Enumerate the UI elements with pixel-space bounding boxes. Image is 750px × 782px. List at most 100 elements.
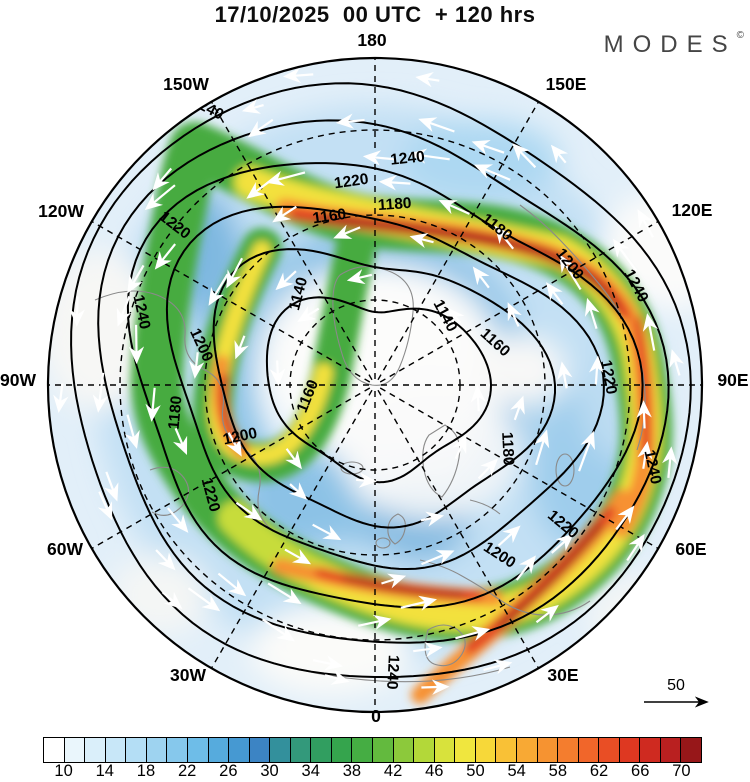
contour-label: 1200 [221,425,258,449]
wind-arrow-icon [421,550,455,566]
colorbar-cell [373,738,394,762]
wind-arrow-icon [584,297,600,330]
wind-arrow-icon [124,414,140,450]
colorbar-cell [393,738,415,762]
wind-arrow-icon [152,167,173,191]
contour-label: 1240 [383,655,402,690]
wind-arrow-icon [312,523,342,541]
contour-label: 1220 [597,359,620,396]
wind-arrow-icon [613,238,638,272]
contour-label: 1220 [333,171,370,193]
meridian-label: 60W [47,539,83,559]
colorbar-tick-label: 22 [177,762,197,780]
contour-line [126,162,644,609]
colorbar-cell [619,738,641,762]
wind-arrow-icon [103,471,119,502]
wind-arrow-icon [346,269,373,285]
colorbar-cell [167,738,188,762]
colorbar-cell [290,738,312,762]
wind-arrow-icon [473,164,511,181]
wind-arrow-icon [550,144,569,164]
wind-arrow-icon [507,302,522,327]
wind-arrow-icon [284,548,312,565]
colorbar-cell [270,738,291,762]
contour-label: 1180 [377,195,412,214]
wind-arrow-icon [470,384,486,412]
colorbar-cell [681,738,701,762]
contour-line [265,296,493,484]
meridian-label: 90E [717,370,748,390]
contour-label: 1180 [498,432,517,466]
wind-arrows-layer [53,67,685,695]
wind-arrow-icon [187,587,221,612]
wind-arrow-icon [69,296,85,327]
wind-arrow-icon [272,205,297,223]
wind-arrow-icon [421,679,450,695]
colorbar-tick-label: 58 [548,762,568,780]
colorbar-cell [311,738,332,762]
colorbar-tick-label: 10 [54,762,73,780]
wind-arrow-icon [534,429,550,466]
contour-label: 1240 [130,293,154,330]
polar-map: 1240 1220 1180 1160 1180 1200 1240 1240 1220 1240… [0,30,749,726]
colorbar-tick-label: 62 [589,762,609,780]
wind-arrow-icon [477,458,499,480]
meridian-label: 150E [546,74,587,94]
wind-arrow-icon [356,472,377,488]
colorbar-tick-label: 54 [507,762,526,780]
wind-arrow-icon [235,501,263,521]
wind-speed-reference: 50 [644,677,709,708]
wind-arrow-icon [662,446,678,479]
wind-arrow-icon [247,118,274,138]
wind-arrow-icon [335,113,365,129]
wind-arrow-icon [358,614,392,630]
wind-arrow-icon [545,282,564,305]
wind-arrow-icon [400,595,438,611]
colorbar [43,737,702,763]
wind-arrow-icon [127,264,145,294]
meridian-label: 60E [675,539,706,559]
wind-arrow-icon [494,225,515,250]
wind-arrow-icon [578,430,596,472]
wind-arrow-icon [234,335,249,360]
wind-arrow-icon [637,209,655,238]
wind-arrow-icon [588,355,605,385]
colorbar-tick-label: 42 [383,762,403,780]
wind-arrow-icon [226,257,244,289]
wind-arrow-icon [53,383,69,414]
colorbar-cell [146,738,168,762]
colorbar-cell [352,738,373,762]
wind-arrow-icon [217,572,247,597]
colorbar-tick-label: 26 [219,762,238,780]
wind-arrow-icon [483,659,513,675]
wind-arrow-icon [172,427,188,455]
wind-arrow-icon [642,313,658,351]
meridian-label: 90W [0,370,36,390]
colorbar-tick-label: 70 [672,762,691,780]
wind-arrow-icon [189,352,205,379]
wind-arrow-icon [471,139,505,155]
wind-arrow-icon [97,491,113,521]
wind-arrow-icon [626,533,645,562]
wind-arrow-icon [362,150,396,166]
wind-arrow-icon [208,273,229,306]
brand-copyright-mark: © [736,30,744,41]
wind-arrow-icon [378,175,411,191]
wind-arrow-icon [510,395,525,421]
meridian-label: 180 [357,30,386,50]
wind-arrow-icon [145,387,161,422]
colorbar-cell [187,738,209,762]
wind-arrow-icon [455,626,491,641]
wind-arrow-icon [438,200,470,215]
colorbar-cell [105,738,127,762]
colorbar-tick-label: 46 [425,762,444,780]
wind-arrow-icon [161,591,183,610]
wind-arrow-icon [285,448,302,470]
wind-arrow-icon [92,372,108,413]
colorbar-cell [85,738,106,762]
wind-arrow-icon [409,233,434,248]
colorbar-tick-label: 30 [260,762,279,780]
wind-arrow-icon [637,441,653,469]
meridian-label: 120E [672,200,713,220]
wind-arrow-icon [333,224,361,239]
